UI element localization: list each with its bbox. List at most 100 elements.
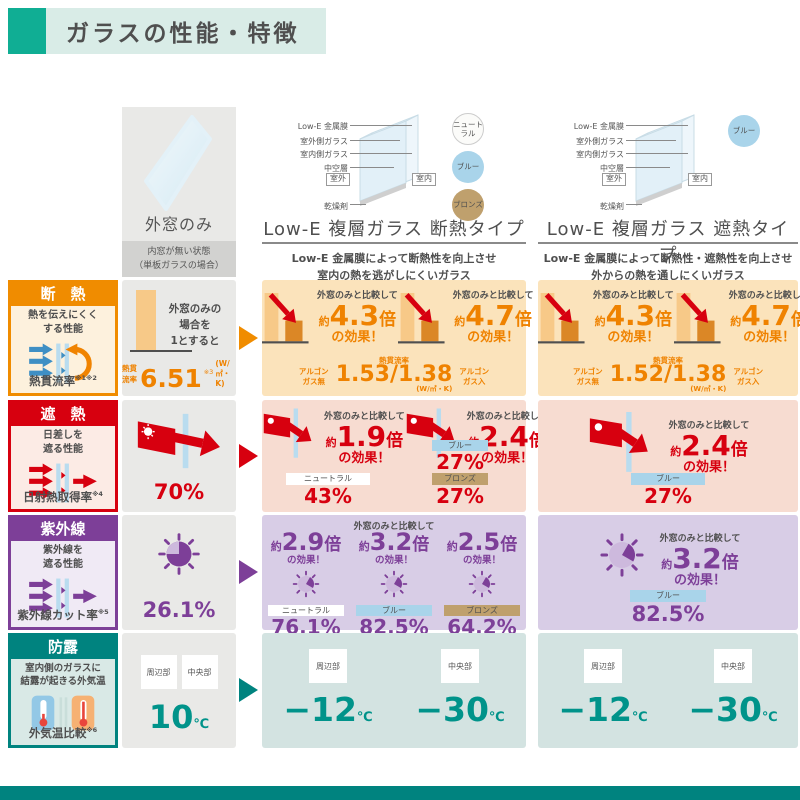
double-glazing-illustration (635, 114, 695, 206)
baseline-value: 26.1% (142, 598, 216, 622)
badge-bronze: ブロンズ (444, 604, 520, 617)
label-indoor: 室内 (412, 173, 436, 186)
badge-blue: ブルー (630, 590, 706, 602)
multiplier: 約4.3倍 (594, 299, 673, 332)
cell-insulation-type-uv: 外窓のみと比較して 約2.9倍 の効果！ ニュートラル 76.1% 約3.2倍 … (262, 515, 526, 638)
effect-label: の効果！ (331, 330, 384, 346)
title-bar: ガラスの性能・特徴 (8, 8, 326, 54)
baseline-note3: 外窓のみの 場合を 1とすると (168, 303, 222, 347)
shading-column-title: Low-E 複層ガラス 遮熱タイプ (546, 219, 790, 266)
multiplier: 約1.9倍 (325, 420, 404, 453)
baseline-value: 70% (153, 480, 205, 504)
u-value-row: アルゴン ガス無 熱貫流率 1.52/1.38 (W/㎡・K) アルゴン ガス入 (538, 356, 798, 394)
u-value-unit: (W/㎡・K) (690, 385, 727, 393)
result-blue: ブルー 27% (538, 473, 798, 507)
badge-neutral: ニュートラル (268, 604, 344, 617)
desc-line2: 外からの熱を通しにくいガラス (591, 269, 745, 283)
badge-blue: ブルー (356, 604, 432, 617)
shading-column-description: Low-E 金属膜によって断熱性・遮熱性を向上させ 外からの熱を通しにくいガラス (538, 250, 798, 284)
badge-perimeter: 周辺部 (584, 649, 622, 683)
uv-result-panel: 約2.5倍 の効果！ ブロンズ 64.2% (438, 529, 526, 638)
comparison-panel: 外窓のみと比較して 約2.4倍 の効果！ (538, 400, 798, 476)
insulation-column-header: Low-E 金属膜 室外側ガラス 室内側ガラス 中空層 室外 室内 乾燥剤 ニュ… (262, 107, 526, 282)
temp-value: −12℃ (283, 690, 373, 729)
row-title-uv: 紫外線 (11, 518, 115, 541)
desc-line2: 室内の熱を逃がしにくいガラス (317, 269, 471, 283)
temp-center: 中央部 −30℃ (668, 633, 798, 748)
row-desc: 紫外線を 遮る性能 (43, 545, 83, 570)
cell-shading-type-dannetsu: 外窓のみと比較して 約4.3倍 の効果！ 外窓のみと比較して 約4.7倍 の効果… (538, 280, 800, 396)
sun-deflect-icon (406, 408, 455, 458)
effect-label: の効果！ (374, 555, 413, 567)
label-inner-glass: 室内側ガラス (300, 150, 348, 159)
comparison-panel: 外窓のみと比較して 約1.9倍 の効果！ (262, 407, 405, 466)
sun-deflect-icon (263, 408, 312, 458)
effect-label: の効果！ (682, 460, 735, 476)
u-value: 1.52/1.38 (609, 362, 727, 387)
row-header-insulation: 断 熱 熱を伝えにくく する性能 熱貫流率※1※2 (8, 280, 118, 396)
insulation-column-title: Low-E 複層ガラス 断熱タイプ (263, 219, 525, 240)
effect-label: の効果！ (467, 330, 520, 346)
label-outdoor: 室外 (602, 173, 626, 186)
multiplier: 約4.7倍 (454, 299, 532, 332)
uv-result-panel: 約2.9倍 の効果！ ニュートラル 76.1% (262, 529, 350, 638)
multiplier: 約3.2倍 (358, 528, 430, 556)
badge-blue: ブルー (432, 439, 488, 452)
effect-label: の効果！ (743, 330, 796, 346)
pct-value: 82.5% (359, 615, 429, 640)
thermometer-icon (31, 695, 95, 730)
badge-neutral: ニュートラル (286, 473, 370, 485)
pointer-line (350, 167, 394, 168)
label-outdoor: 室外 (326, 173, 350, 186)
compare-label: 外窓のみと比較して (659, 534, 741, 544)
pct-value: 43% (304, 484, 352, 508)
baseline-note-line2: （単板ガラスの場合） (134, 260, 224, 271)
uv-block-icon (29, 578, 97, 618)
shading-column-header: Low-E 金属膜 室外側ガラス 室内側ガラス 中空層 室外 室内 乾燥剤 ブル… (538, 107, 798, 282)
comparison-panel: 外窓のみと比較して 約3.2倍 の効果！ (538, 515, 798, 589)
temp-perimeter: 周辺部 −12℃ (538, 633, 668, 748)
pct-value: 27% (644, 484, 692, 508)
u-value-unit: (W/㎡・K) (416, 385, 453, 393)
color-chip-neutral: ニュートラル (452, 113, 484, 145)
multiplier: 約3.2倍 (661, 542, 739, 575)
badge-center: 中央部 (181, 655, 218, 689)
baseline-bar (136, 290, 156, 350)
cell-baseline-shanetsu: 70% (122, 400, 236, 512)
label-lowe-metal-film: Low-E 金属膜 (297, 122, 348, 131)
baseline-temp: 10℃ (148, 698, 210, 736)
bar-comparison-chart (262, 292, 309, 344)
divider (538, 242, 798, 244)
result-blue-bronze: ブルー 27% ブロンズ 27% (394, 439, 526, 508)
bottom-accent-bar (0, 786, 800, 800)
effect-label: の効果！ (462, 555, 501, 567)
uv-pie-sun-icon (380, 570, 408, 597)
uv-result-panel: 約3.2倍 の効果！ ブルー 82.5% (350, 528, 438, 640)
row-title-dew: 防露 (11, 636, 115, 659)
pointer-line (626, 204, 642, 205)
label-air-layer: 中空層 (600, 164, 624, 173)
multiplier: 約4.3倍 (318, 299, 397, 332)
effect-label: の効果！ (673, 573, 726, 589)
row-title-shading: 遮 熱 (11, 403, 115, 426)
cell-shading-type-bouro: 周辺部 −12℃ 中央部 −30℃ (538, 633, 798, 748)
label-outer-glass: 室外側ガラス (576, 137, 624, 146)
pct-value: 27% (436, 450, 484, 475)
metric-label: 熱貫流率※1※2 (29, 374, 97, 388)
baseline-note-line1: 内窓が無い状態 (147, 247, 211, 257)
baseline-column-header: 外窓のみ (122, 107, 236, 241)
pointer-line (626, 125, 688, 126)
insulation-column-description: Low-E 金属膜によって断熱性を向上させ 室内の熱を逃がしにくいガラス (262, 250, 526, 284)
compare-label: 外窓のみと比較して (593, 291, 674, 301)
sun-deflect-icon (589, 412, 648, 472)
baseline-title: 外窓のみ (144, 215, 213, 234)
uv-pie-sun-icon (600, 533, 644, 577)
compare-label: 外窓のみと比較して (452, 291, 534, 301)
desc-line1: Low-E 金属膜によって断熱性・遮熱性を向上させ (543, 252, 793, 265)
pct-value: 27% (436, 484, 484, 508)
result-neutral: ニュートラル 43% (262, 473, 394, 507)
pointer-line (350, 204, 366, 205)
label-desiccant: 乾燥剤 (324, 202, 348, 211)
cell-shading-type-uv: 外窓のみと比較して 約3.2倍 の効果！ ブルー 82.5% (538, 515, 798, 630)
compare-label: 外窓のみと比較して (466, 412, 548, 422)
